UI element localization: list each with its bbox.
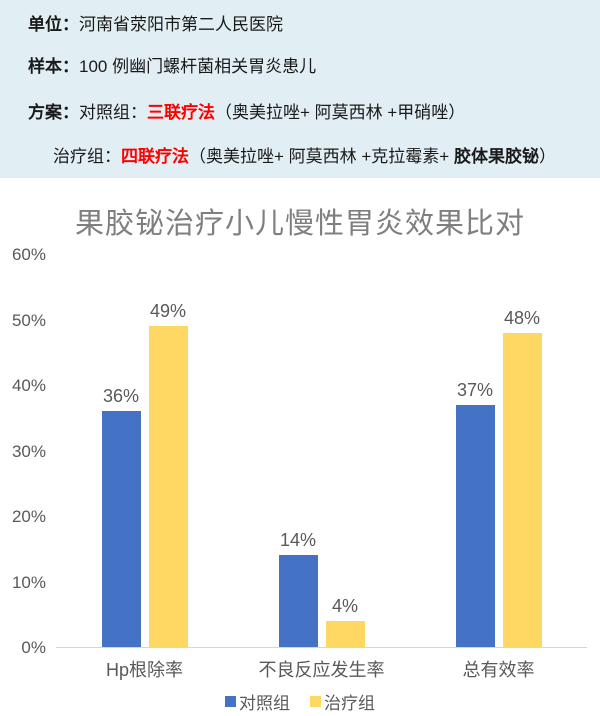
bar-value-label: 14% xyxy=(279,530,317,551)
legend: 对照组 治疗组 xyxy=(0,689,600,714)
y-tick-label: 40% xyxy=(11,376,46,395)
y-tick-label: 10% xyxy=(11,572,46,592)
bar-value-label: 37% xyxy=(456,379,494,400)
bar-value-label: 36% xyxy=(102,386,140,407)
bismuth-drug-text: 胶体果胶铋 xyxy=(453,147,539,166)
legend-item: 对照组 xyxy=(225,689,290,714)
plan-label: 方案： xyxy=(28,103,79,122)
legend-item: 治疗组 xyxy=(310,689,375,714)
bar-治疗组-Hp根除率: 49% xyxy=(148,301,188,647)
legend-swatch xyxy=(225,695,236,707)
bar-group: 14% 4% xyxy=(233,255,410,647)
chart-title: 果胶铋治疗小儿慢性胃炎效果比对 xyxy=(74,208,525,240)
bar-治疗组-总有效率: 48% xyxy=(502,308,542,647)
bar-chart: 果胶铋治疗小儿慢性胃炎效果比对 36% 49% 14% 4% 37% 48% 0% 10% 2… xyxy=(0,178,600,716)
x-category-label: Hp根除率 xyxy=(105,660,183,680)
y-tick-label: 20% xyxy=(11,507,46,526)
bar-对照组-不良反应发生率: 14% xyxy=(278,530,318,647)
quadruple-therapy-text: 四联疗法 xyxy=(121,147,189,166)
info-line-plan: 方案：对照组：三联疗法（奥美拉唑+ 阿莫西林 +甲硝唑） xyxy=(28,101,465,125)
bar-对照组-Hp根除率: 36% xyxy=(101,386,141,647)
sample-label: 样本： xyxy=(28,57,79,76)
unit-label: 单位： xyxy=(28,15,79,34)
y-tick-label: 60% xyxy=(11,245,46,264)
info-line-treatment: 治疗组：四联疗法（奥美拉唑+ 阿莫西林 +克拉霉素+ 胶体果胶铋） xyxy=(53,145,556,169)
x-category-label: 总有效率 xyxy=(462,660,535,680)
y-tick-label: 50% xyxy=(11,310,46,330)
y-tick-label: 30% xyxy=(11,441,46,461)
bar-value-label: 4% xyxy=(331,595,359,616)
unit-value: 河南省荥阳市第二人民医院 xyxy=(79,15,283,34)
bar-group: 37% 48% xyxy=(410,255,587,647)
study-info-panel: 单位：河南省荥阳市第二人民医院 样本：100 例幽门螺杆菌相关胃炎患儿 方案：对… xyxy=(0,0,600,178)
legend-label: 对照组 xyxy=(239,693,290,713)
bar-value-label: 48% xyxy=(503,307,541,328)
y-tick-label: 0% xyxy=(21,638,46,657)
legend-label: 治疗组 xyxy=(324,693,375,713)
treatment-group-label: 治疗组： xyxy=(53,147,121,166)
treatment-drugs-text: （奥美拉唑+ 阿莫西林 +克拉霉素+ xyxy=(189,147,454,166)
info-line-unit: 单位：河南省荥阳市第二人民医院 xyxy=(28,13,283,37)
treatment-drugs-close: ） xyxy=(538,147,556,166)
x-category-label: 不良反应发生率 xyxy=(258,660,385,680)
plot-area: 36% 49% 14% 4% 37% 48% xyxy=(56,255,587,648)
bar-value-label: 49% xyxy=(149,301,187,322)
legend-swatch xyxy=(310,695,321,707)
sample-value: 100 例幽门螺杆菌相关胃炎患儿 xyxy=(79,57,317,76)
triple-therapy-text: 三联疗法 xyxy=(147,103,215,122)
control-drugs-text: （奥美拉唑+ 阿莫西林 +甲硝唑） xyxy=(215,103,466,122)
bar-治疗组-不良反应发生率: 4% xyxy=(325,596,365,647)
control-group-label: 对照组： xyxy=(79,103,147,122)
info-line-sample: 样本：100 例幽门螺杆菌相关胃炎患儿 xyxy=(28,55,316,79)
bar-group: 36% 49% xyxy=(56,255,233,647)
bar-对照组-总有效率: 37% xyxy=(455,380,495,647)
